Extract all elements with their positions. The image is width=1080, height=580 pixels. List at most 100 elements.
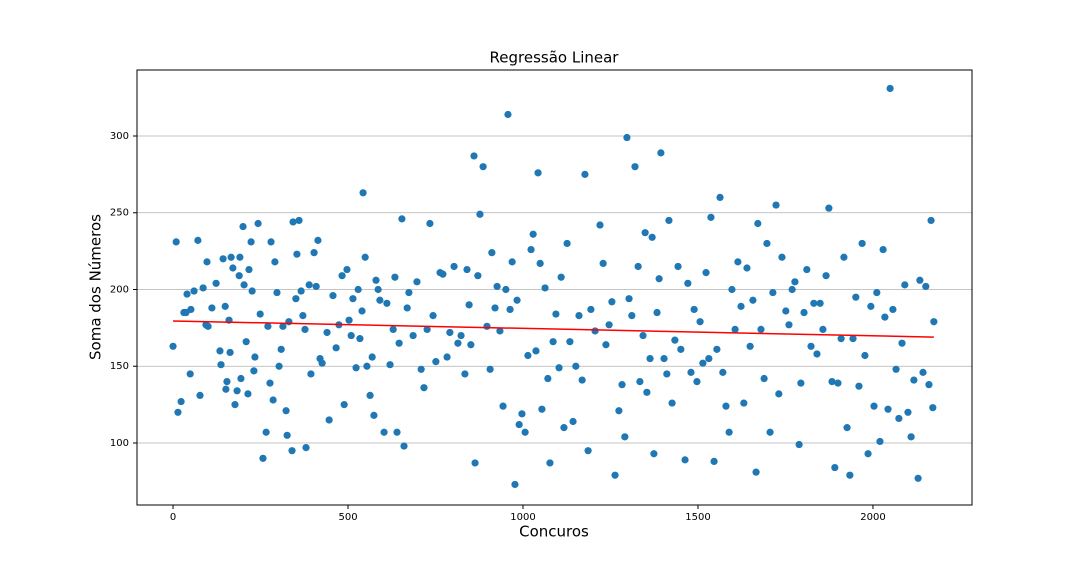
point xyxy=(212,279,220,287)
point xyxy=(292,295,300,303)
point xyxy=(621,433,629,441)
point xyxy=(233,387,241,395)
point xyxy=(795,440,803,449)
point xyxy=(889,305,897,314)
point xyxy=(828,377,836,386)
point xyxy=(239,222,247,231)
point xyxy=(273,288,281,297)
point xyxy=(187,305,195,314)
point xyxy=(338,272,346,280)
x-tick-label: 2000 xyxy=(860,512,885,523)
point xyxy=(314,236,322,244)
point xyxy=(657,149,665,157)
point xyxy=(511,480,519,489)
point xyxy=(259,454,267,462)
point xyxy=(636,377,644,386)
point xyxy=(778,253,786,261)
point xyxy=(641,229,649,237)
point xyxy=(405,288,413,297)
point xyxy=(737,302,745,310)
point xyxy=(782,307,790,315)
point xyxy=(235,272,243,280)
point xyxy=(403,304,411,312)
point xyxy=(400,442,408,450)
point xyxy=(502,285,510,294)
point xyxy=(307,370,315,378)
point xyxy=(479,163,487,171)
point xyxy=(203,258,211,266)
point xyxy=(752,468,760,476)
point xyxy=(264,322,272,330)
point xyxy=(572,362,580,370)
point xyxy=(312,282,320,291)
point xyxy=(791,278,799,286)
point xyxy=(858,239,866,248)
point xyxy=(725,428,733,436)
point xyxy=(693,377,701,386)
point xyxy=(483,322,491,330)
point xyxy=(513,296,521,304)
point xyxy=(705,354,713,363)
point xyxy=(534,169,542,177)
point xyxy=(467,341,475,349)
point xyxy=(343,265,351,274)
point xyxy=(267,238,275,246)
y-tick-label: 100 xyxy=(110,438,129,449)
point xyxy=(716,193,724,201)
point xyxy=(886,84,894,93)
point xyxy=(361,253,369,261)
point xyxy=(929,404,937,412)
point xyxy=(499,402,507,410)
point xyxy=(465,301,473,309)
point xyxy=(837,335,845,343)
point xyxy=(183,290,191,298)
point xyxy=(254,219,262,228)
point xyxy=(358,307,366,315)
point xyxy=(208,304,216,312)
point xyxy=(221,302,229,310)
point xyxy=(409,331,417,340)
point xyxy=(646,354,654,363)
point xyxy=(671,336,679,344)
chart-title: Regressão Linear xyxy=(490,49,620,67)
point xyxy=(631,163,639,171)
point xyxy=(244,390,252,398)
point xyxy=(536,259,544,268)
point xyxy=(873,288,881,297)
x-tick-label: 500 xyxy=(338,512,357,523)
point xyxy=(398,215,406,223)
point xyxy=(552,310,560,318)
point xyxy=(194,236,202,244)
point xyxy=(332,344,340,352)
point xyxy=(581,170,589,178)
point xyxy=(229,264,237,272)
point xyxy=(861,351,869,360)
point xyxy=(231,401,239,409)
point xyxy=(461,370,469,378)
point xyxy=(325,416,333,424)
point xyxy=(266,379,274,387)
point xyxy=(496,327,504,335)
point xyxy=(426,219,434,228)
point xyxy=(557,273,565,281)
point xyxy=(785,321,793,329)
point xyxy=(665,216,673,225)
point xyxy=(740,399,748,407)
point xyxy=(625,295,633,303)
point xyxy=(901,281,909,289)
point xyxy=(245,265,253,274)
point xyxy=(347,331,355,340)
point xyxy=(372,276,380,284)
point xyxy=(895,414,903,423)
point xyxy=(240,281,248,289)
point xyxy=(174,408,182,416)
point xyxy=(907,433,915,441)
point xyxy=(766,428,774,436)
point xyxy=(690,305,698,314)
point xyxy=(515,420,523,429)
point xyxy=(916,276,924,284)
point xyxy=(190,287,198,295)
point xyxy=(301,325,309,334)
point xyxy=(476,210,484,218)
